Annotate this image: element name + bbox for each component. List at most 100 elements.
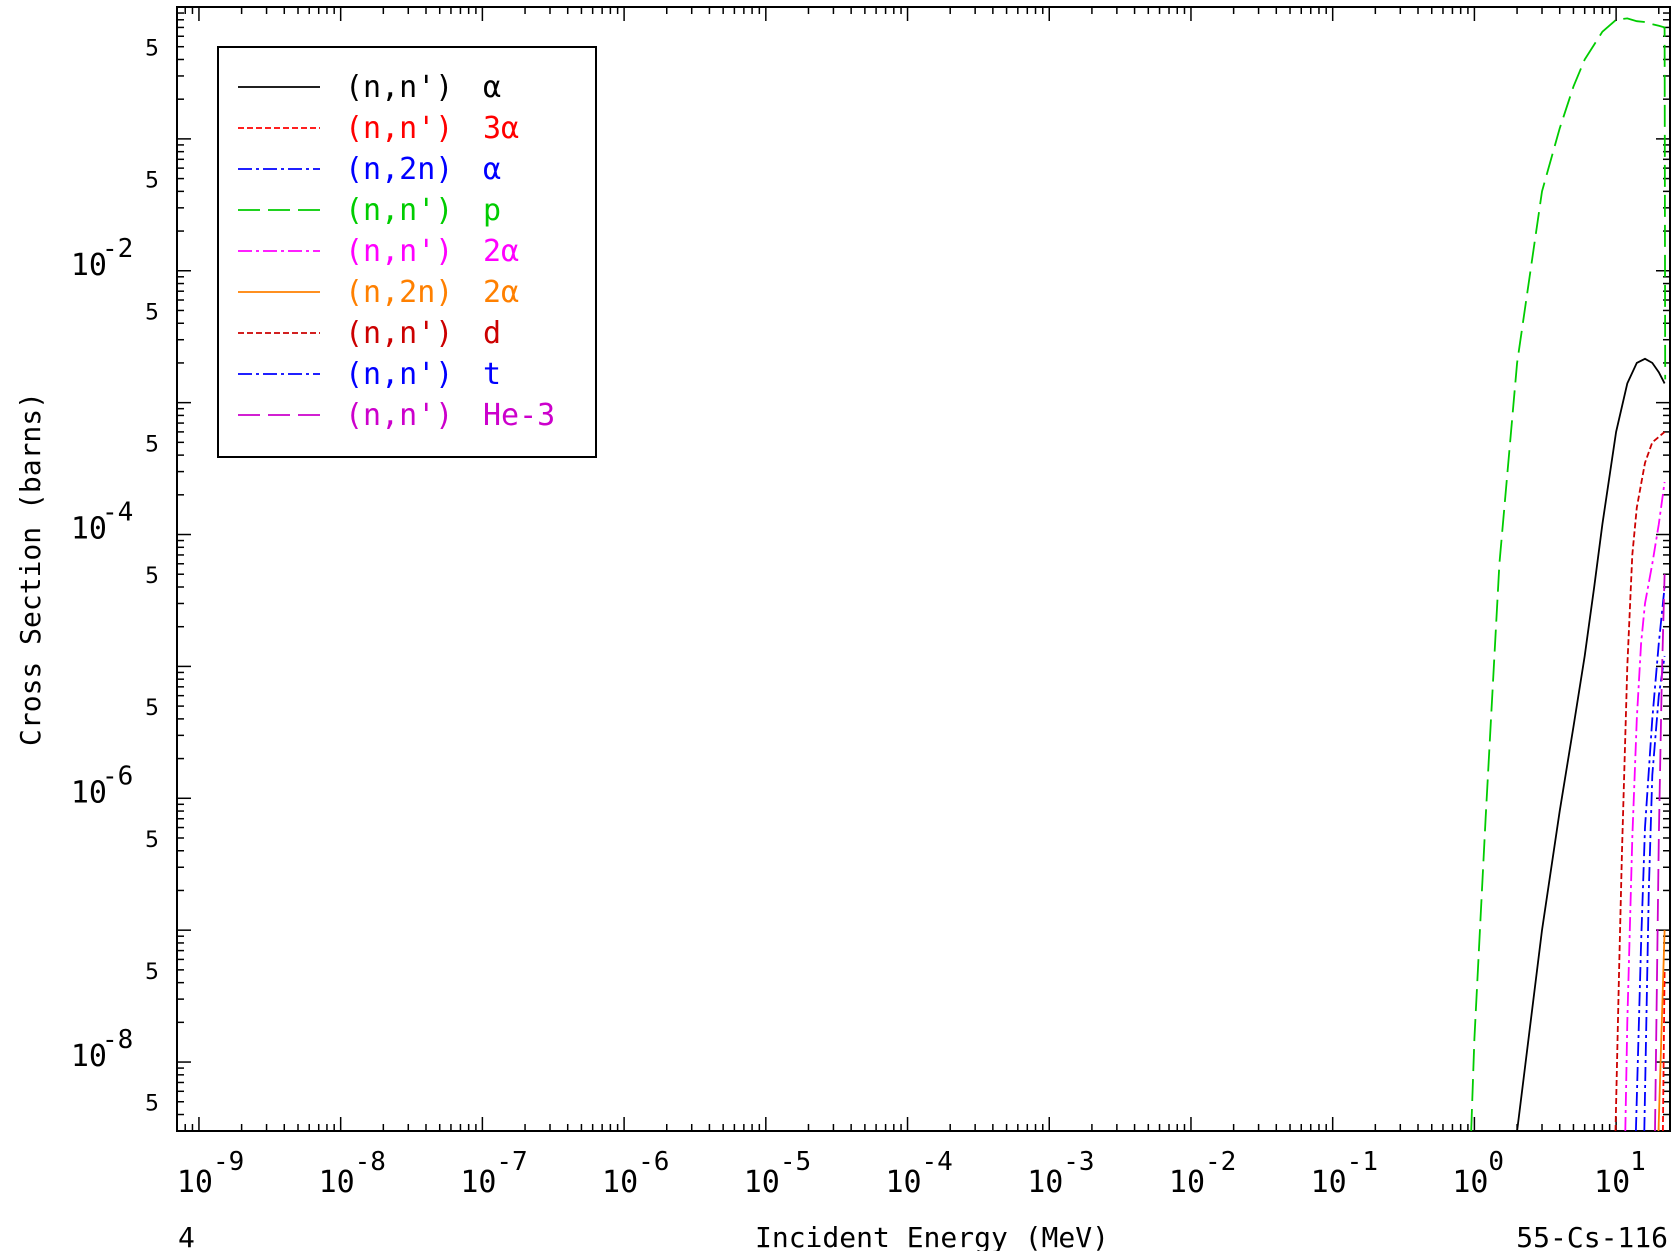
x-tick-base: 10 <box>1311 1165 1347 1200</box>
legend-product: 2α <box>483 234 519 269</box>
y-tick-base: 10 <box>71 1039 107 1074</box>
legend-product: t <box>483 357 501 392</box>
x-tick-exponent: 0 <box>1488 1147 1504 1177</box>
x-tick-base: 10 <box>744 1165 780 1200</box>
x-tick-label: 10-6 <box>602 1147 669 1200</box>
legend-item: (n,n') 3α <box>238 111 519 146</box>
x-tick-label: 101 <box>1594 1147 1646 1200</box>
y-tick-label: 10-2 <box>71 234 133 283</box>
x-tick-label: 10-8 <box>319 1147 386 1200</box>
legend-item: (n,n') t <box>238 357 501 392</box>
legend-reaction: (n,n') <box>345 234 453 269</box>
series-line-6 <box>1657 930 1666 1131</box>
y-minor-label: 5 <box>145 37 159 62</box>
x-tick-label: 10-1 <box>1311 1147 1378 1200</box>
legend-box <box>217 46 597 458</box>
legend-item: (n,n') α <box>238 70 501 105</box>
y-minor-label: 5 <box>145 432 159 457</box>
legend-product: He-3 <box>483 398 555 433</box>
x-tick-exponent: -7 <box>496 1147 527 1177</box>
series-line-7 <box>1614 431 1666 1131</box>
y-tick-base: 10 <box>71 512 107 547</box>
y-tick-exponent: -2 <box>102 234 133 264</box>
legend: (n,n') α(n,n') 3α(n,2n) α(n,n') p(n,n') 2α(n,… <box>217 46 597 458</box>
x-tick-label: 100 <box>1452 1147 1504 1200</box>
x-tick-base: 10 <box>177 1165 213 1200</box>
y-minor-label: 5 <box>145 564 159 589</box>
legend-product: α <box>483 152 501 187</box>
y-tick-label: 10-8 <box>71 1025 133 1074</box>
legend-product: 2α <box>483 275 519 310</box>
x-tick-label: 10-5 <box>744 1147 811 1200</box>
series-line-4 <box>1470 17 1667 1131</box>
x-tick-label: 10-7 <box>460 1147 527 1200</box>
legend-reaction: (n,n') <box>345 316 453 351</box>
x-tick-exponent: -8 <box>355 1147 386 1177</box>
legend-reaction: (n,n') <box>345 357 453 392</box>
x-tick-exponent: -4 <box>922 1147 953 1177</box>
series-line-8 <box>1643 655 1666 1131</box>
x-tick-exponent: -9 <box>213 1147 244 1177</box>
legend-reaction: (n,n') <box>345 193 453 228</box>
plot-frame <box>176 6 1671 1132</box>
legend-reaction: (n,2n) <box>345 152 453 187</box>
x-tick-label: 10-3 <box>1027 1147 1094 1200</box>
legend-reaction: (n,n') <box>345 398 453 433</box>
legend-product: d <box>483 316 501 351</box>
legend-item: (n,n') d <box>238 316 501 351</box>
legend-product: α <box>483 70 501 105</box>
legend-reaction: (n,n') <box>345 70 453 105</box>
x-tick-base: 10 <box>602 1165 638 1200</box>
series-line-5 <box>1624 481 1666 1131</box>
y-tick-label: 10-6 <box>71 761 133 810</box>
legend-item: (n,n') p <box>238 193 501 228</box>
legend-item: (n,2n) α <box>238 152 501 187</box>
x-tick-exponent: -5 <box>780 1147 811 1177</box>
y-axis-title: Cross Section (barns) <box>14 392 47 746</box>
x-tick-labels: 10-910-810-710-610-510-410-310-210-11001… <box>177 1147 1646 1200</box>
x-axis-title: Incident Energy (MeV) <box>755 1221 1109 1251</box>
legend-item: (n,2n) 2α <box>238 275 519 310</box>
legend-product: 3α <box>483 111 519 146</box>
y-tick-exponent: -8 <box>102 1025 133 1055</box>
legend-product: p <box>483 193 501 228</box>
y-tick-base: 10 <box>71 248 107 283</box>
legend-reaction: (n,2n) <box>345 275 453 310</box>
series-line-9 <box>1654 574 1666 1131</box>
x-tick-exponent: -3 <box>1063 1147 1094 1177</box>
x-tick-label: 10-4 <box>885 1147 952 1200</box>
y-minor-label: 5 <box>145 696 159 721</box>
legend-item: (n,n') He-3 <box>238 398 555 433</box>
axis-ticks <box>176 6 1670 1132</box>
x-tick-base: 10 <box>1594 1165 1630 1200</box>
x-tick-label: 10-2 <box>1169 1147 1236 1200</box>
x-tick-base: 10 <box>1452 1165 1488 1200</box>
legend-item: (n,n') 2α <box>238 234 519 269</box>
series-line-3 <box>1635 586 1666 1131</box>
y-tick-label: 10-4 <box>71 498 133 547</box>
x-tick-exponent: -1 <box>1347 1147 1378 1177</box>
y-tick-exponent: -4 <box>102 498 133 528</box>
y-minor-label: 5 <box>145 169 159 194</box>
corner-label-left: 4 <box>178 1221 195 1251</box>
corner-label-right: 55-Cs-116 <box>1516 1221 1668 1251</box>
legend-reaction: (n,n') <box>345 111 453 146</box>
y-minor-label: 5 <box>145 828 159 853</box>
x-tick-label: 10-9 <box>177 1147 244 1200</box>
x-tick-exponent: -6 <box>638 1147 669 1177</box>
x-tick-base: 10 <box>1169 1165 1205 1200</box>
series-line-1 <box>1516 357 1666 1131</box>
x-tick-exponent: -2 <box>1205 1147 1236 1177</box>
x-tick-base: 10 <box>319 1165 355 1200</box>
series-curves <box>1470 17 1667 1131</box>
y-minor-label: 5 <box>145 960 159 985</box>
y-minor-label: 5 <box>145 1092 159 1117</box>
x-tick-exponent: 1 <box>1630 1147 1646 1177</box>
x-tick-base: 10 <box>1027 1165 1063 1200</box>
x-tick-base: 10 <box>460 1165 496 1200</box>
x-tick-base: 10 <box>885 1165 921 1200</box>
y-tick-base: 10 <box>71 775 107 810</box>
y-minor-label: 5 <box>145 300 159 325</box>
